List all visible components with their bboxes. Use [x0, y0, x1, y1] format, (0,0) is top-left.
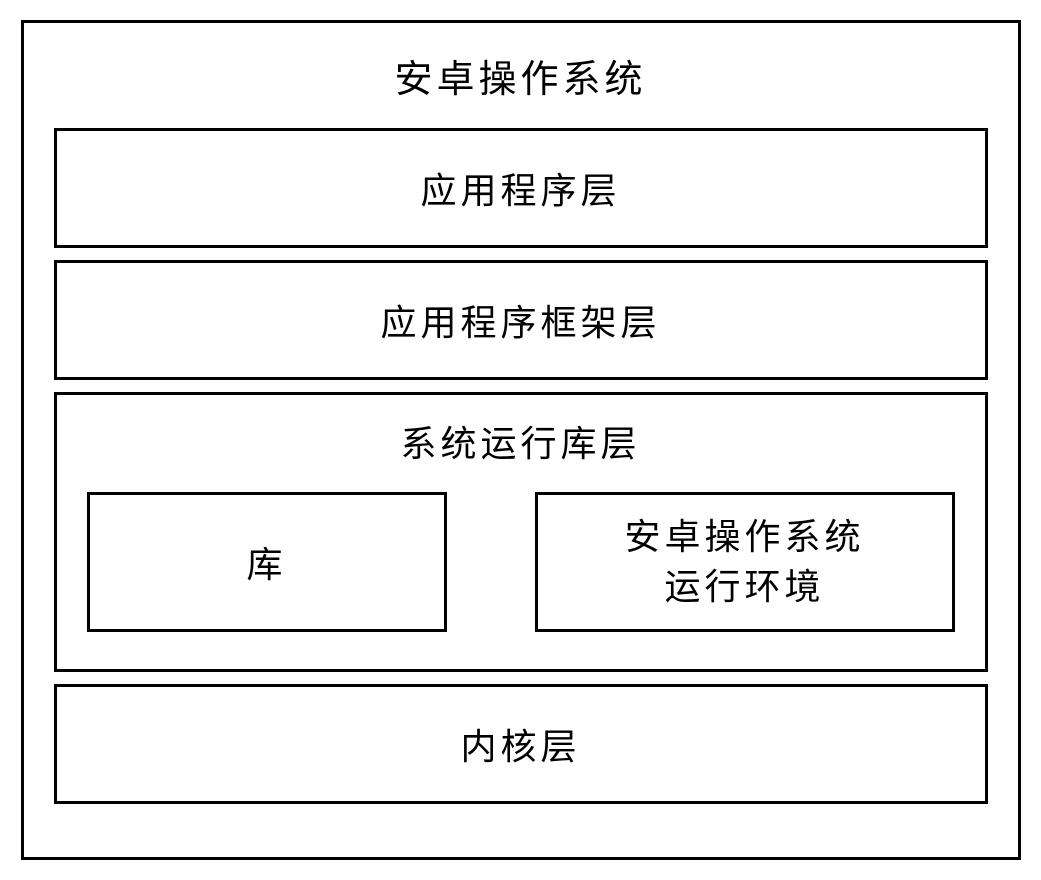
layer-kernel: 内核层 — [54, 684, 988, 804]
layer-application-label: 应用程序层 — [420, 162, 620, 214]
diagram-title: 安卓操作系统 — [24, 23, 1018, 128]
sublayer-runtime-label-line2: 运行环境 — [664, 562, 824, 612]
layers-container: 应用程序层 应用程序框架层 系统运行库层 库 安卓操作系统 运行环境 内核层 — [24, 128, 1018, 804]
layer-runtime: 系统运行库层 库 安卓操作系统 运行环境 — [54, 392, 988, 672]
sublayer-android-runtime: 安卓操作系统 运行环境 — [535, 492, 955, 632]
layer-framework: 应用程序框架层 — [54, 260, 988, 380]
runtime-sublayers: 库 安卓操作系统 运行环境 — [57, 492, 985, 632]
sublayer-runtime-label-line1: 安卓操作系统 — [624, 512, 864, 562]
layer-runtime-label: 系统运行库层 — [400, 415, 640, 467]
layer-application: 应用程序层 — [54, 128, 988, 248]
architecture-diagram: 安卓操作系统 应用程序层 应用程序框架层 系统运行库层 库 安卓操作系统 运行环… — [21, 20, 1021, 860]
sublayer-library: 库 — [87, 492, 447, 632]
sublayer-library-label: 库 — [246, 536, 286, 588]
layer-framework-label: 应用程序框架层 — [380, 294, 660, 346]
layer-kernel-label: 内核层 — [460, 718, 580, 770]
